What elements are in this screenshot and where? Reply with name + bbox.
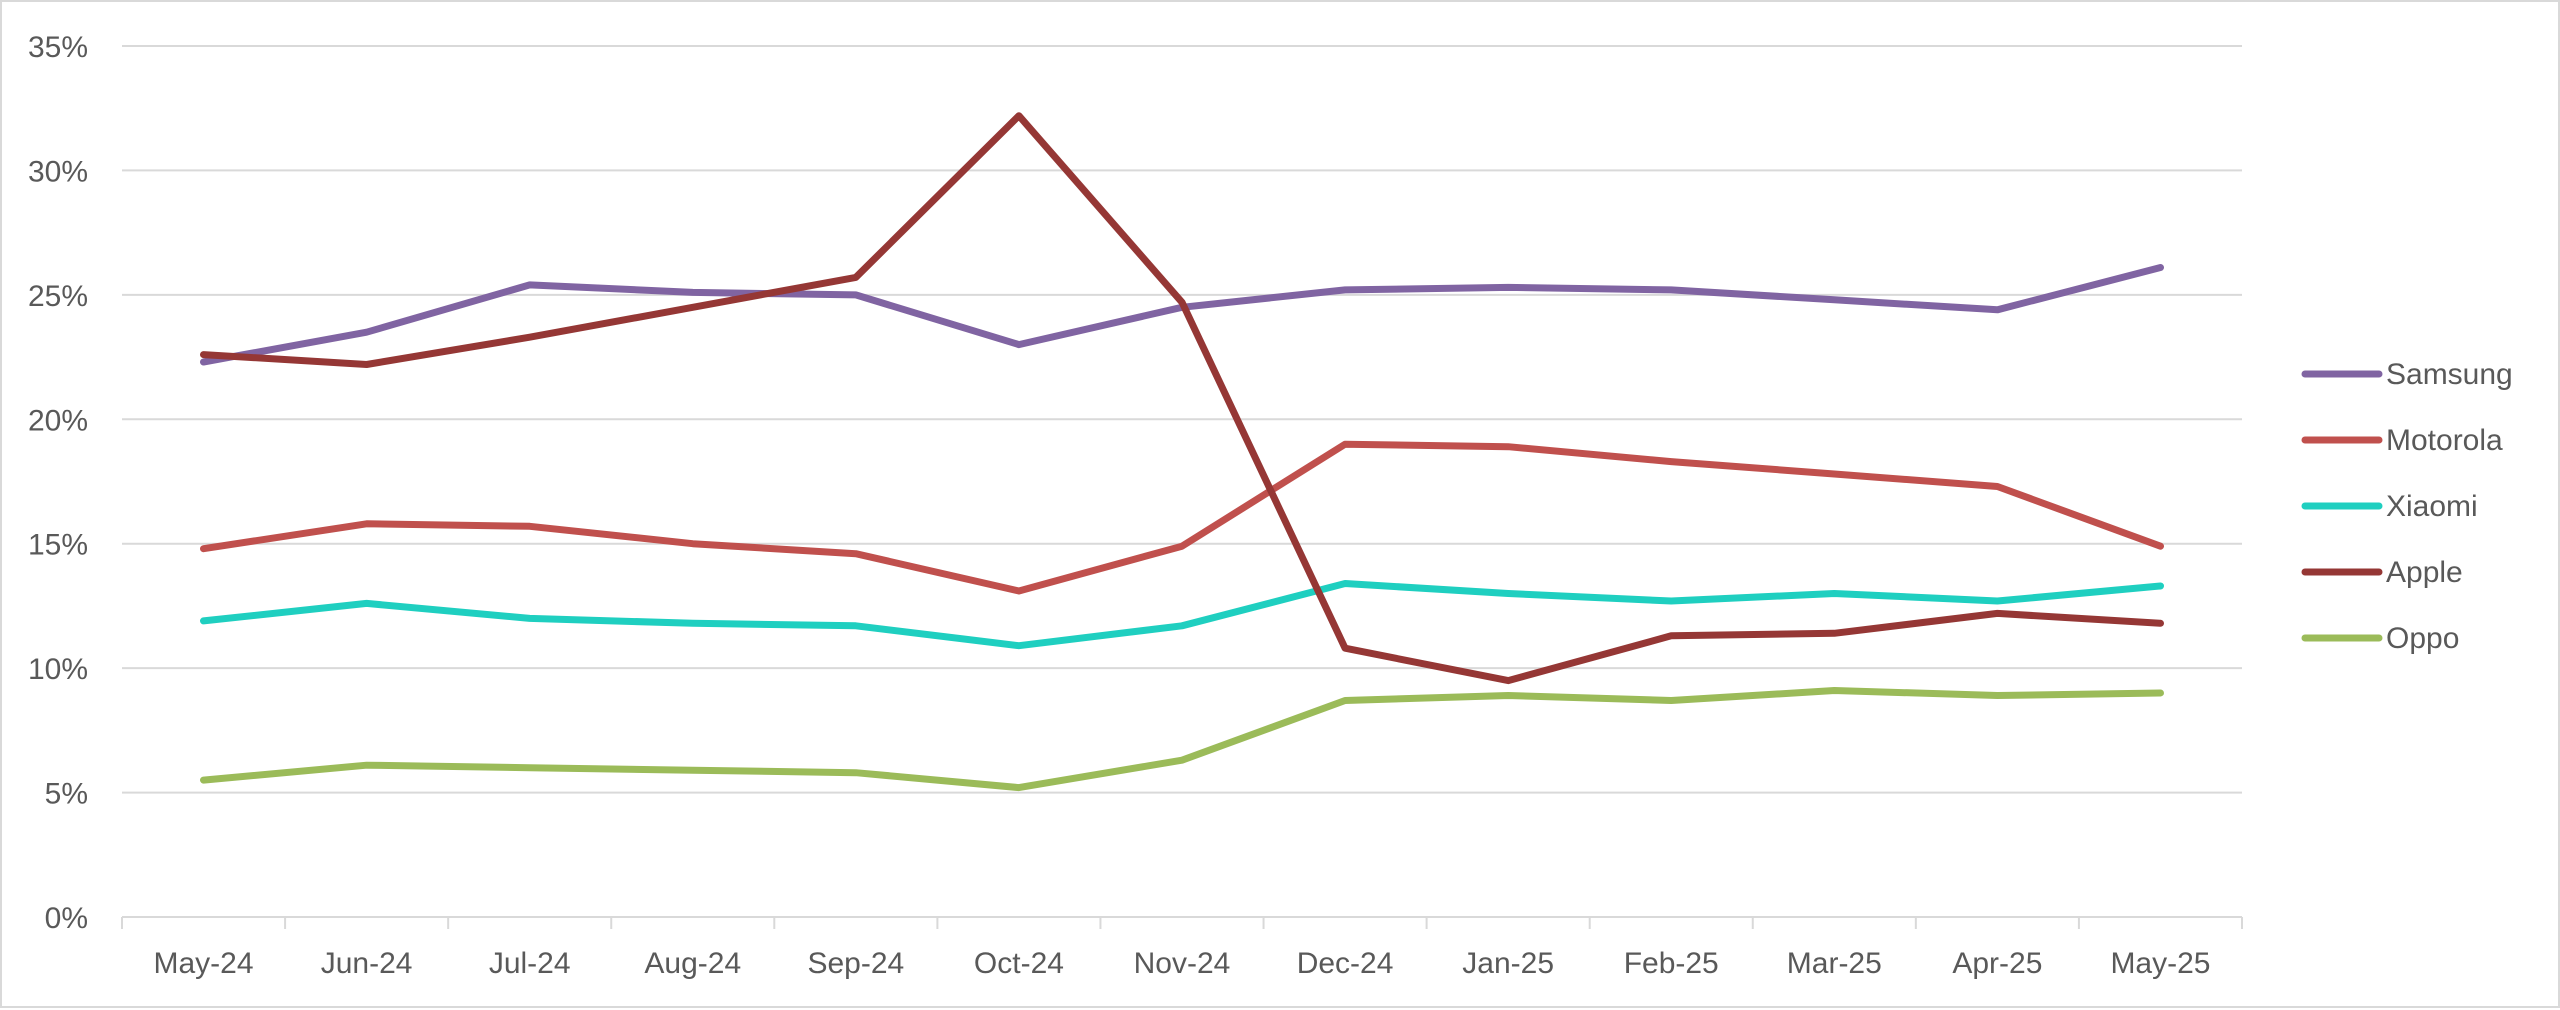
x-axis-tick-labels: May-24 Jun-24 Jul-24 Aug-24 Sep-24 Oct-24 Nov-…	[154, 947, 2211, 980]
y-tick-label: 25%	[28, 280, 88, 313]
x-tick-label: Apr-25	[1952, 947, 2042, 980]
legend-label-apple: Apple	[2386, 556, 2463, 589]
legend-label-oppo: Oppo	[2386, 622, 2459, 655]
x-tick-label: May-24	[154, 947, 254, 980]
series-lines	[200, 112, 2164, 792]
x-tick-label: Jun-24	[321, 947, 413, 980]
series-line-motorola	[200, 440, 2164, 595]
x-tick-label: Oct-24	[974, 947, 1064, 980]
legend-label-xiaomi: Xiaomi	[2386, 490, 2478, 523]
x-tick-label: Dec-24	[1297, 947, 1394, 980]
x-tick-label: Aug-24	[644, 947, 741, 980]
legend-label-samsung: Samsung	[2386, 358, 2513, 391]
y-tick-label: 20%	[28, 404, 88, 437]
x-tick-label: Mar-25	[1787, 947, 1882, 980]
x-tick-label: Jul-24	[489, 947, 571, 980]
x-tick-label: Nov-24	[1134, 947, 1231, 980]
y-tick-label: 15%	[28, 529, 88, 562]
x-tick-label: Jan-25	[1462, 947, 1554, 980]
gridlines	[122, 45, 2242, 794]
series-line-apple	[200, 112, 2164, 685]
x-tick-label: Sep-24	[807, 947, 904, 980]
y-tick-label: 0%	[45, 902, 88, 935]
y-tick-label: 10%	[28, 653, 88, 686]
y-axis-tick-labels: 0% 5% 10% 15% 20% 25% 30% 35%	[28, 31, 88, 935]
x-tick-label: May-25	[2110, 947, 2210, 980]
series-line-samsung	[200, 264, 2164, 366]
series-line-xiaomi	[200, 580, 2164, 650]
y-tick-label: 35%	[28, 31, 88, 64]
legend-label-motorola: Motorola	[2386, 424, 2503, 457]
x-tick-label: Feb-25	[1624, 947, 1719, 980]
legend: Samsung Motorola Xiaomi Apple Oppo	[2301, 358, 2513, 655]
y-tick-label: 30%	[28, 155, 88, 188]
x-axis	[121, 916, 2243, 929]
y-tick-label: 5%	[45, 778, 88, 811]
series-line-oppo	[200, 687, 2164, 792]
